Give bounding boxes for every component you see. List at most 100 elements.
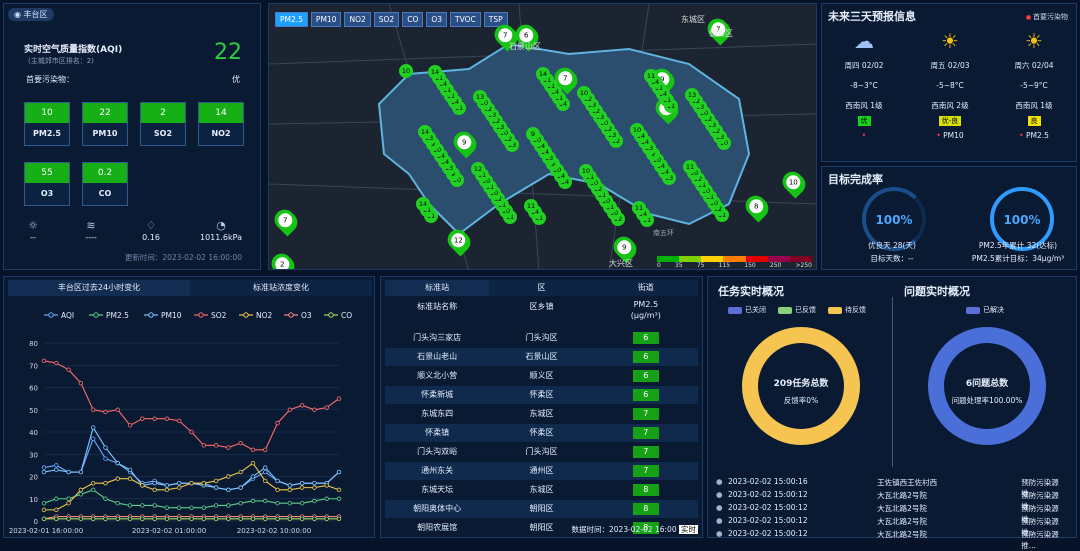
pm25-value: 8 <box>632 503 659 515</box>
data-point <box>189 429 194 435</box>
divider <box>892 297 893 467</box>
data-point <box>238 485 243 490</box>
map-dot-marker[interactable]: 14 <box>428 65 442 79</box>
pm25-cell: 6 <box>594 348 698 366</box>
chip-o3[interactable]: O3 <box>426 12 448 27</box>
data-point <box>66 367 71 372</box>
map-dot-marker[interactable]: 10 <box>577 86 591 100</box>
tab-district[interactable]: 区 <box>489 280 594 296</box>
data-point <box>263 516 268 521</box>
log-item[interactable]: ● 2023-02-02 15:00:12 大瓦北路2号院 预防污染源推... <box>716 503 1059 524</box>
table-row[interactable]: 通州东关 通州区 7 <box>385 462 698 480</box>
weather-sun: ☼ -- <box>8 219 58 242</box>
data-point <box>127 467 133 473</box>
map-label-dongcheng: 东城区 <box>681 15 705 24</box>
table-row[interactable]: 石景山老山 石景山区 6 <box>385 348 698 366</box>
map-dot-marker[interactable]: 14 <box>536 67 550 81</box>
station-district: 东城区 <box>529 485 554 494</box>
station-name: 通州东关 <box>421 466 454 475</box>
data-point <box>41 507 47 513</box>
station-name: 门头沟三家店 <box>413 333 462 342</box>
y-tick-label: 10 <box>29 496 38 504</box>
map-dot-marker[interactable]: 11 <box>683 160 697 174</box>
data-point <box>103 496 108 501</box>
log-item[interactable]: ● 2023-02-02 15:00:12 大瓦北路2号院 预防污染源推... <box>716 490 1059 511</box>
pollutant-card-no2: 14 NO2 <box>198 102 244 146</box>
data-point <box>324 483 329 488</box>
chip-pm10[interactable]: PM10 <box>310 12 342 27</box>
pm25-cell: 7 <box>594 443 698 461</box>
aqi-value: 22 <box>214 40 242 65</box>
chip-so2[interactable]: SO2 <box>373 12 400 27</box>
map-dot-marker[interactable]: 13 <box>685 88 699 102</box>
table-row[interactable]: 怀柔新城 怀柔区 6 <box>385 386 698 404</box>
log-item[interactable]: ● 2023-02-02 15:00:12 大瓦北路2号院 预防污染源推... <box>716 516 1059 537</box>
table-tabs: 标准站 区 街道 <box>385 280 698 296</box>
map-panel[interactable]: PM2.5 PM10 NO2 SO2 CO O3 TVOC TSP 767997… <box>268 3 817 270</box>
data-point <box>177 485 182 490</box>
pollutant-card-so2: 2 SO2 <box>140 102 186 146</box>
tab-street[interactable]: 街道 <box>593 280 698 296</box>
map-dot-marker[interactable]: 10 <box>579 164 593 178</box>
data-point <box>90 425 96 430</box>
pm25-value: 6 <box>632 370 659 382</box>
x-tick-label: 2023-02-02 10:00:00 <box>237 527 311 535</box>
tab-district-24h[interactable]: 丰台区过去24小时变化 <box>8 280 190 296</box>
map-dot-marker[interactable]: 11 <box>632 201 646 215</box>
legend-closed: 已关闭 <box>728 305 766 315</box>
table-row[interactable]: 东城东四 东城区 7 <box>385 405 698 423</box>
chip-tsp[interactable]: TSP <box>483 12 508 27</box>
data-point <box>54 360 59 366</box>
map-dot-marker[interactable]: 11 <box>524 199 538 213</box>
map-dot-marker[interactable]: 14 <box>418 125 432 139</box>
map-dot-marker[interactable]: 10 <box>399 64 413 78</box>
map-dot-marker[interactable]: 10 <box>630 123 644 137</box>
legend-swatch <box>701 256 724 262</box>
table-row[interactable]: 门头沟双峪 门头沟区 7 <box>385 443 698 461</box>
district-tag[interactable]: ◉ 丰台区 <box>8 8 54 21</box>
pm25-cell: 7 <box>594 462 698 480</box>
tasks-donut: 209任务总数 反馈率0% <box>742 327 860 445</box>
data-point <box>324 496 329 501</box>
map-dot-marker[interactable]: 12 <box>471 162 485 176</box>
station-district: 东城区 <box>529 409 554 418</box>
table-row[interactable]: 怀柔镇 怀柔区 7 <box>385 424 698 442</box>
tab-station[interactable]: 标准站 <box>385 280 490 296</box>
tab-station-concentration[interactable]: 标准站浓度变化 <box>190 280 372 296</box>
log-item[interactable]: ● 2023-02-02 15:00:16 王佐镇西王佐村西 预防污染源推... <box>716 477 1059 498</box>
data-point <box>275 420 280 426</box>
table-row[interactable]: 东城天坛 东城区 8 <box>385 481 698 499</box>
map-dot-marker[interactable]: 11 <box>644 69 658 83</box>
map-dot-marker[interactable]: 13 <box>473 90 487 104</box>
pm25-value: 6 <box>632 351 659 363</box>
map-dot-marker[interactable]: 9 <box>526 127 540 141</box>
data-point <box>90 487 96 493</box>
table-row[interactable]: 门头沟三家店 门头沟区 6 <box>385 329 698 347</box>
legend-value: 150 <box>744 262 756 269</box>
pm25-cell: 7 <box>594 405 698 423</box>
realtime-button[interactable]: 实时 <box>679 525 698 534</box>
pm25-value: 7 <box>632 408 659 420</box>
data-point <box>189 516 194 521</box>
table-row[interactable]: 朝阳农展馆 朝阳区 8 <box>385 519 698 537</box>
chip-pm25[interactable]: PM2.5 <box>275 12 308 27</box>
data-point <box>103 480 108 486</box>
data-point <box>164 505 170 510</box>
chip-tvoc[interactable]: TVOC <box>450 12 481 27</box>
x-tick-label: 2023-02-01 16:00:00 <box>9 527 83 535</box>
map-dot-marker[interactable]: 14 <box>416 197 430 211</box>
station-name: 石景山老山 <box>417 352 458 361</box>
table-row[interactable]: 顺义北小营 顺义区 6 <box>385 367 698 385</box>
data-point <box>78 487 84 493</box>
chip-no2[interactable]: NO2 <box>344 12 371 27</box>
tasks-panel: 任务实时概况 问题实时概况 已关闭 已反馈 待反馈 已解决 209任务总数 反馈率… <box>707 276 1077 550</box>
pm25-value: 7 <box>632 446 659 458</box>
log-item[interactable]: ● 2023-02-02 15:00:12 大瓦北路2号院 预防污染源推... <box>716 529 1059 550</box>
series-line <box>43 360 340 451</box>
table-row[interactable]: 朝阳奥体中心 朝阳区 8 <box>385 500 698 518</box>
chip-co[interactable]: CO <box>402 12 424 27</box>
data-point <box>287 516 293 521</box>
data-point <box>299 500 305 506</box>
pm25-value: 7 <box>632 465 659 477</box>
data-point <box>263 447 268 452</box>
